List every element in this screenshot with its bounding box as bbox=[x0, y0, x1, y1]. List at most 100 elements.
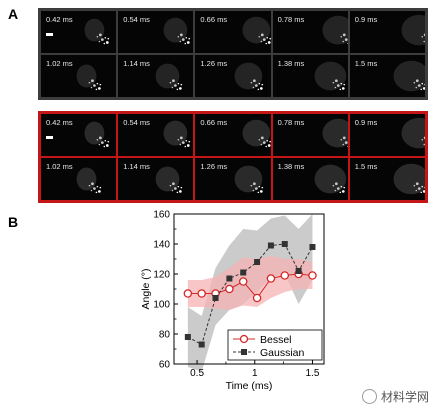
x-tick-label: 1 bbox=[252, 368, 258, 379]
panel-a-red-frame: 0.42 ms bbox=[41, 114, 117, 156]
frame-time-label: 1.02 ms bbox=[46, 162, 73, 171]
panel-a-gray-frame: 1.5 ms bbox=[349, 55, 425, 97]
legend-bessel-marker bbox=[239, 334, 249, 344]
bessel-point bbox=[308, 271, 317, 280]
frame-image bbox=[155, 166, 183, 194]
frame-image bbox=[234, 165, 264, 194]
angle-vs-time-chart: 60 80 100 120 140 160 0.5 1 1.5 Time (ms) Angle (°… bbox=[140, 210, 325, 392]
gaussian-point bbox=[226, 275, 233, 282]
panel-b-letter: B bbox=[8, 214, 19, 230]
watermark-text: 材料学网 bbox=[381, 390, 430, 404]
x-axis-label: Time (ms) bbox=[226, 380, 273, 392]
frame-image bbox=[76, 64, 102, 91]
panel-a-gray-frame: 1.14 ms bbox=[118, 55, 194, 97]
frame-image bbox=[401, 117, 425, 149]
gaussian-point bbox=[212, 295, 219, 301]
frame-time-label: 0.42 ms bbox=[46, 15, 73, 24]
gaussian-point bbox=[198, 341, 205, 348]
frame-time-label: 0.42 ms bbox=[46, 118, 73, 127]
frame-time-label: 0.9 ms bbox=[354, 15, 378, 24]
frame-image bbox=[393, 60, 425, 92]
gaussian-point bbox=[267, 242, 274, 249]
scale-bar bbox=[46, 136, 53, 139]
frame-time-label: 0.54 ms bbox=[123, 118, 150, 127]
scale-bar bbox=[46, 33, 53, 36]
panel-a-gray-frame: 0.78 ms bbox=[272, 11, 348, 53]
frame-time-label: 0.78 ms bbox=[277, 15, 305, 24]
panel-a-frames-red: 0.42 ms 0.54 ms 0.66 ms 0.78 ms 0.9 ms 1.02 m… bbox=[38, 111, 428, 203]
frame-time-label: 0.9 ms bbox=[354, 118, 378, 127]
frame-time-label: 1.38 ms bbox=[277, 59, 305, 68]
panel-a-frames-gray: 0.42 ms 0.54 ms 0.66 ms 0.78 ms 0.9 ms 1.02 m… bbox=[38, 8, 428, 100]
y-tick-label: 160 bbox=[153, 210, 170, 221]
frame-time-label: 0.66 ms bbox=[200, 15, 228, 24]
panel-a-letter: A bbox=[8, 6, 19, 22]
y-axis-label: Angle (°) bbox=[140, 269, 152, 310]
watermark: 材料学网 bbox=[362, 388, 429, 405]
bessel-point bbox=[183, 289, 193, 298]
frame-time-label: 1.14 ms bbox=[123, 59, 150, 68]
bessel-point bbox=[225, 284, 234, 294]
panel-a-red-frame: 0.66 ms bbox=[195, 114, 271, 156]
frame-image bbox=[234, 62, 264, 91]
gaussian-line bbox=[187, 243, 313, 346]
frame-image bbox=[393, 163, 425, 195]
frame-time-label: 1.26 ms bbox=[200, 59, 228, 68]
bessel-band bbox=[187, 256, 313, 310]
panel-a-gray-frame: 0.9 ms bbox=[349, 11, 425, 53]
bessel-point bbox=[238, 277, 248, 286]
legend-gaussian-label: Gaussian bbox=[260, 347, 305, 359]
panel-a-gray-frame: 1.02 ms bbox=[41, 55, 117, 97]
frame-image bbox=[155, 63, 183, 91]
y-tick-label: 100 bbox=[153, 300, 170, 311]
frame-image bbox=[401, 14, 425, 46]
frame-time-label: 1.5 ms bbox=[354, 162, 378, 171]
bessel-line bbox=[187, 273, 313, 299]
gaussian-point bbox=[281, 241, 288, 247]
frame-image bbox=[242, 16, 271, 45]
frame-time-label: 0.54 ms bbox=[123, 15, 150, 24]
panel-a-red-frame: 1.02 ms bbox=[41, 158, 117, 200]
frame-time-label: 0.66 ms bbox=[200, 118, 228, 127]
gaussian-point bbox=[254, 259, 261, 265]
panel-a-gray-frame: 0.42 ms bbox=[41, 11, 117, 53]
frame-image bbox=[76, 167, 102, 194]
y-tick-label: 140 bbox=[153, 240, 170, 251]
frame-image bbox=[84, 18, 110, 45]
legend-bessel-label: Bessel bbox=[260, 334, 292, 346]
bessel-point bbox=[280, 271, 290, 280]
frame-image bbox=[163, 17, 191, 45]
frame-image bbox=[322, 15, 348, 45]
frame-time-label: 1.14 ms bbox=[123, 162, 150, 171]
bessel-point bbox=[252, 293, 262, 303]
frame-time-label: 0.78 ms bbox=[277, 118, 305, 127]
gaussian-point bbox=[309, 244, 316, 250]
frame-time-label: 1.26 ms bbox=[200, 162, 228, 171]
frame-image bbox=[314, 164, 346, 194]
watermark-logo-icon bbox=[362, 389, 377, 404]
frame-time-label: 1.5 ms bbox=[354, 59, 378, 68]
frame-time-label: 1.38 ms bbox=[277, 162, 305, 171]
gaussian-point bbox=[240, 269, 247, 276]
panel-a-gray-frame: 1.26 ms bbox=[195, 55, 271, 97]
frame-image bbox=[322, 118, 348, 148]
panel-a-red-frame: 0.54 ms bbox=[118, 114, 194, 156]
panel-a-red-frame: 1.26 ms bbox=[195, 158, 271, 200]
legend-gaussian-marker bbox=[241, 349, 247, 355]
panel-a-gray-frame: 1.38 ms bbox=[272, 55, 348, 97]
y-tick-label: 80 bbox=[159, 330, 171, 341]
panel-a-red-frame: 0.9 ms bbox=[349, 114, 425, 156]
x-tick-label: 1.5 bbox=[306, 368, 320, 379]
frame-image bbox=[314, 61, 346, 91]
frame-time-label: 1.02 ms bbox=[46, 59, 73, 68]
gaussian-point bbox=[295, 268, 302, 274]
frame-image bbox=[163, 120, 191, 148]
panel-a-gray-frame: 0.54 ms bbox=[118, 11, 194, 53]
gaussian-point bbox=[184, 334, 191, 340]
y-tick-label: 60 bbox=[159, 360, 171, 371]
x-tick-label: 0.5 bbox=[190, 368, 204, 379]
bessel-point bbox=[266, 274, 276, 283]
y-tick-label: 120 bbox=[153, 270, 170, 281]
panel-a-red-frame: 0.78 ms bbox=[272, 114, 348, 156]
panel-a-gray-frame: 0.66 ms bbox=[195, 11, 271, 53]
